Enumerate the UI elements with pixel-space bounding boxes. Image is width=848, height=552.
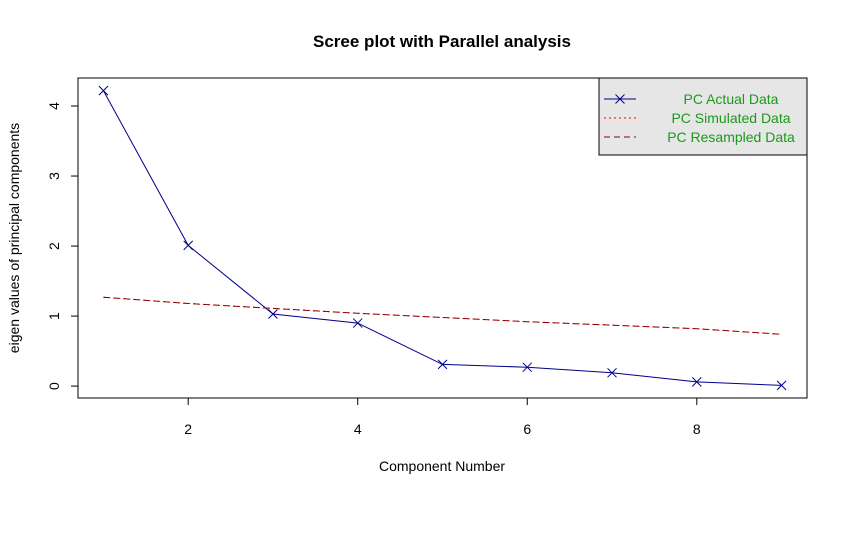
legend: PC Actual Data PC Simulated Data PC Resamp… <box>598 77 808 156</box>
series-line-3 <box>103 296 782 335</box>
y-tick-label: 1 <box>46 312 62 320</box>
legend-label: PC Actual Data <box>684 91 779 107</box>
y-axis: 0 1 2 3 4 <box>46 102 78 390</box>
legend-label: PC Simulated Data <box>671 110 790 126</box>
y-tick-label: 2 <box>46 242 62 250</box>
x-tick-label: 8 <box>693 421 701 437</box>
y-axis-label: eigen values of principal components <box>6 123 22 353</box>
data-point-marker <box>691 377 702 387</box>
y-tick-label: 4 <box>46 102 62 110</box>
series-line-2 <box>103 296 782 335</box>
x-tick-label: 2 <box>184 421 192 437</box>
chart-title: Scree plot with Parallel analysis <box>313 32 571 51</box>
x-axis-label: Component Number <box>379 458 505 474</box>
plot-frame <box>77 77 808 399</box>
data-point-marker <box>98 85 109 96</box>
legend-marker <box>615 94 625 104</box>
data-point-marker <box>437 359 448 370</box>
legend-box <box>598 77 808 156</box>
y-tick-label: 3 <box>46 172 62 180</box>
data-point-marker <box>352 318 363 328</box>
x-axis: 2 4 6 8 <box>184 398 701 437</box>
data-point-marker <box>183 240 194 251</box>
data-point-marker <box>607 367 617 378</box>
data-point-marker <box>268 309 278 319</box>
y-tick-label: 0 <box>46 382 62 390</box>
x-tick-label: 6 <box>523 421 531 437</box>
x-tick-label: 4 <box>354 421 362 437</box>
data-point-marker <box>522 362 533 373</box>
legend-label: PC Resampled Data <box>667 129 795 145</box>
data-point-marker <box>776 380 787 391</box>
series-layer <box>98 85 787 391</box>
